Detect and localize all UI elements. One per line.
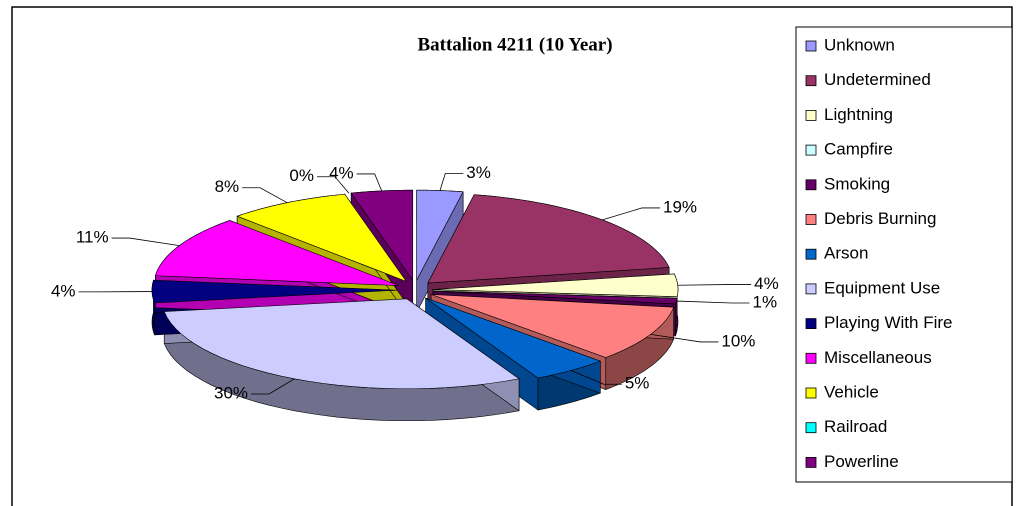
legend-swatch — [805, 179, 817, 191]
data-label: 30% — [214, 383, 248, 402]
leader-line — [356, 173, 383, 192]
data-label: 4% — [51, 281, 76, 300]
leader-line — [439, 173, 464, 191]
data-label: 19% — [663, 197, 697, 216]
data-label: 0% — [289, 166, 314, 185]
legend-swatch — [805, 456, 817, 468]
legend-label: Vehicle — [824, 382, 879, 401]
legend-label: Smoking — [824, 174, 890, 193]
legend-label: Campfire — [824, 140, 893, 159]
legend-swatch — [805, 75, 817, 87]
data-label: 4% — [754, 274, 779, 293]
legend-label: Debris Burning — [824, 209, 936, 228]
chart-title: Battalion 4211 (10 Year) — [417, 34, 612, 55]
leader-line — [676, 300, 750, 304]
data-label: 5% — [625, 374, 650, 393]
legend-label: Powerline — [824, 452, 899, 471]
data-label: 4% — [329, 163, 354, 182]
legend-swatch — [805, 40, 817, 52]
legend-swatch — [805, 352, 817, 364]
legend-swatch — [805, 318, 817, 330]
data-label: 10% — [721, 331, 755, 350]
legend-label: Lightning — [824, 105, 893, 124]
legend-swatch — [805, 110, 817, 121]
legend-label: Unknown — [824, 35, 895, 54]
leader-line — [111, 237, 180, 247]
leader-line — [242, 187, 288, 204]
data-label: 3% — [466, 163, 491, 182]
legend-swatch — [805, 214, 817, 225]
legend-label: Railroad — [824, 417, 887, 436]
legend-label: Arson — [824, 244, 868, 263]
leader-line — [650, 333, 719, 343]
leader-line — [251, 378, 295, 395]
legend-swatch — [805, 248, 817, 260]
data-label: 1% — [753, 292, 778, 311]
legend-swatch — [805, 283, 817, 295]
leader-line — [677, 284, 752, 286]
data-label: 8% — [215, 177, 240, 196]
data-label: 11% — [76, 228, 109, 247]
legend-label: Miscellaneous — [824, 348, 932, 367]
legend-swatch — [805, 144, 817, 156]
legend-label: Playing With Fire — [824, 313, 952, 332]
leader-line — [602, 207, 660, 221]
leader-line — [570, 370, 622, 385]
legend-box — [795, 26, 1013, 483]
legend-swatch — [805, 422, 817, 434]
legend-label: Equipment Use — [824, 278, 940, 297]
legend-swatch — [805, 387, 817, 399]
legend-label: Undetermined — [824, 70, 931, 89]
leader-line — [317, 176, 350, 194]
